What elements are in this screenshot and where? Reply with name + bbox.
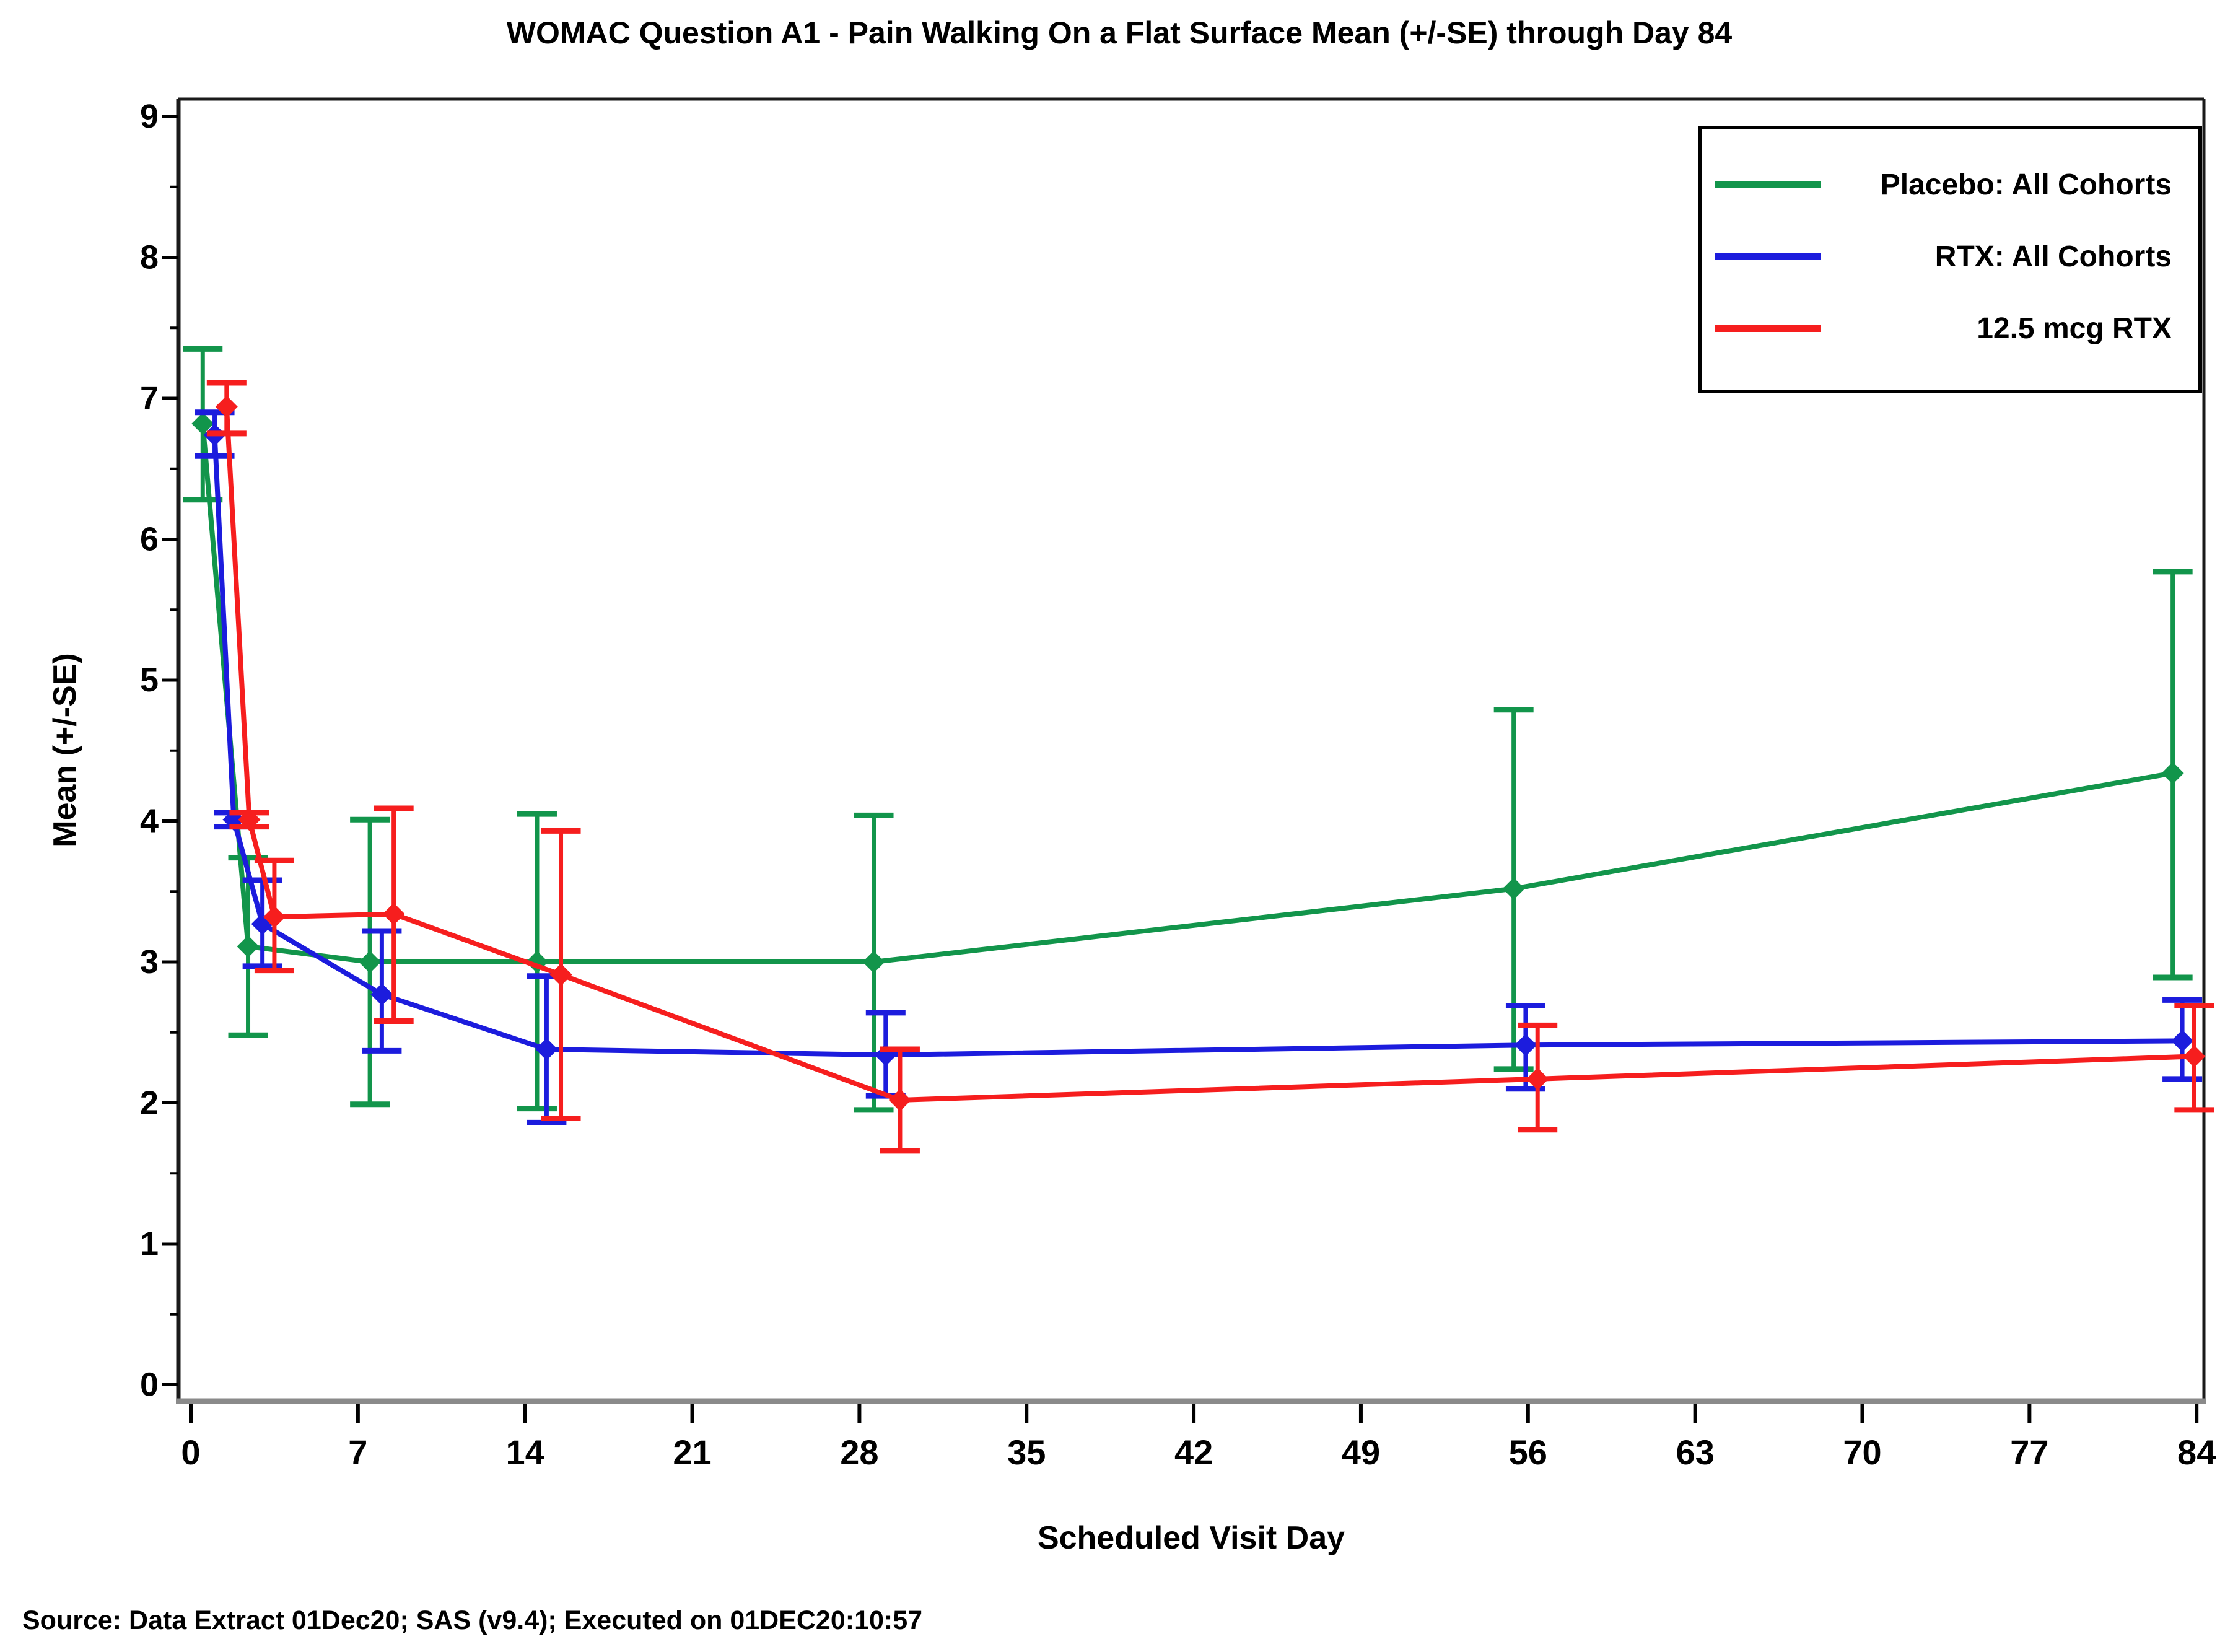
y-axis-tick-label: 1 <box>140 1225 159 1262</box>
x-axis-tick-label: 84 <box>2177 1433 2216 1472</box>
data-point-marker <box>2171 1029 2194 1052</box>
data-point-marker <box>191 412 214 435</box>
data-point-marker <box>238 808 261 831</box>
x-axis-title: Scheduled Visit Day <box>1038 1520 1345 1556</box>
y-axis-tick-label: 2 <box>140 1085 159 1122</box>
data-point-marker <box>888 1088 911 1111</box>
x-axis-tick-label: 28 <box>840 1433 878 1472</box>
data-point-marker <box>263 906 286 929</box>
data-point-marker <box>237 935 260 958</box>
y-axis-tick-label: 8 <box>140 239 159 276</box>
x-axis-tick-label: 42 <box>1174 1433 1213 1472</box>
data-point-marker <box>2161 762 2184 785</box>
y-axis-tick-label: 4 <box>140 803 159 840</box>
x-axis-tick-label: 70 <box>1843 1433 1881 1472</box>
data-point-marker <box>535 1038 558 1061</box>
y-axis-tick-label: 3 <box>140 943 159 981</box>
y-axis-title: Mean (+/-SE) <box>47 653 83 847</box>
legend-item-label: Placebo: All Cohorts <box>1881 168 2172 201</box>
data-point-marker <box>1502 877 1525 900</box>
x-axis-tick-label: 77 <box>2010 1433 2048 1472</box>
x-axis-tick-label: 35 <box>1007 1433 1046 1472</box>
x-axis-tick-label: 0 <box>181 1433 200 1472</box>
chart-title: WOMAC Question A1 - Pain Walking On a Fl… <box>507 15 1733 50</box>
x-axis-tick-label: 14 <box>506 1433 544 1472</box>
series-line <box>224 406 2195 1103</box>
data-point-marker <box>1526 1067 1549 1090</box>
series-3-group <box>206 380 2214 1154</box>
source-note: Source: Data Extract 01Dec20; SAS (v9.4)… <box>22 1606 922 1635</box>
data-point-marker <box>862 951 885 973</box>
x-axis-tick-label: 49 <box>1342 1433 1380 1472</box>
y-axis-tick-label: 6 <box>140 521 159 558</box>
x-axis-tick-label: 21 <box>673 1433 711 1472</box>
y-axis-tick-label: 0 <box>140 1366 159 1404</box>
data-point-marker <box>1514 1034 1537 1057</box>
series-2-group <box>195 409 2203 1125</box>
y-axis-tick-label: 7 <box>140 380 159 417</box>
data-point-marker <box>359 951 382 973</box>
legend-item-label: 12.5 mcg RTX <box>1977 312 2172 345</box>
x-axis-tick-label: 56 <box>1509 1433 1547 1472</box>
series-line <box>200 423 2174 964</box>
data-point-marker <box>215 395 238 418</box>
data-point-marker <box>2183 1045 2206 1068</box>
x-axis-tick-label: 63 <box>1676 1433 1715 1472</box>
series-line <box>212 434 2183 1058</box>
legend-item-label: RTX: All Cohorts <box>1935 240 2172 273</box>
y-axis-tick-label: 5 <box>140 662 159 699</box>
data-point-marker <box>370 983 393 1006</box>
series-1-group <box>183 346 2193 1113</box>
data-point-marker <box>549 963 572 986</box>
data-point-marker <box>382 902 405 925</box>
y-axis-tick-label: 9 <box>140 98 159 135</box>
x-axis-tick-label: 7 <box>348 1433 367 1472</box>
